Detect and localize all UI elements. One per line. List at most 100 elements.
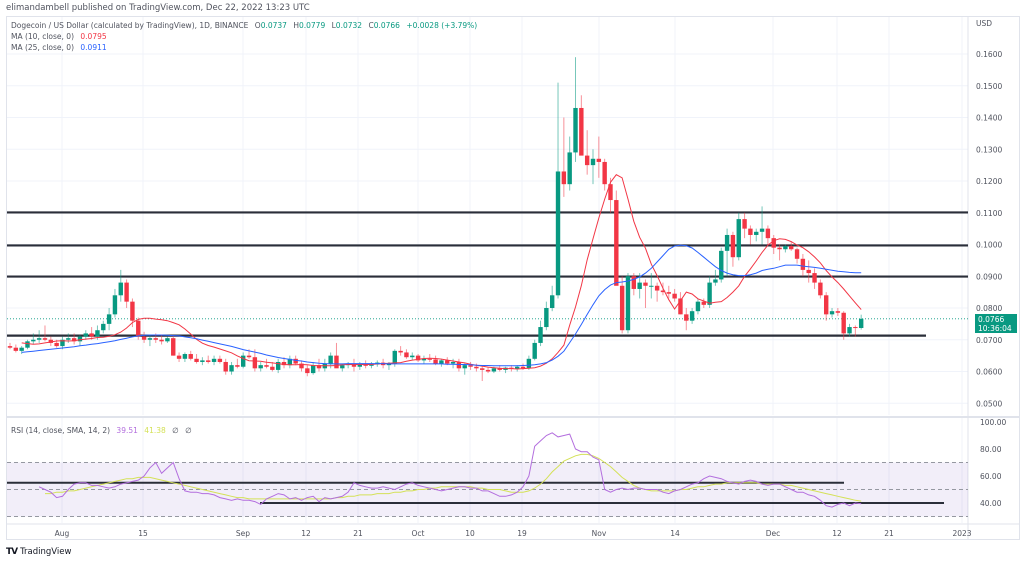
candle <box>106 314 112 324</box>
time-axis-tick: Oct <box>412 529 425 538</box>
candle <box>316 365 322 369</box>
candle <box>328 355 333 364</box>
candle <box>701 301 706 305</box>
time-axis-tick: Nov <box>592 529 607 538</box>
candle <box>182 354 188 359</box>
candle <box>83 333 88 337</box>
rsi-axis-tick: 80.00 <box>980 445 1002 454</box>
candle <box>275 361 281 370</box>
rsi-line <box>38 432 862 508</box>
candle <box>538 327 543 343</box>
rsi-axis[interactable]: 40.00 60.00 80.00 100.00 <box>980 418 1006 508</box>
time-axis-tick: 15 <box>138 529 148 538</box>
support-resistance-lines[interactable] <box>7 211 968 504</box>
moving-average-lines <box>21 174 862 370</box>
candle <box>707 282 712 305</box>
ma25-legend[interactable]: MA (25, close, 0) 0.0911 <box>11 43 107 52</box>
candle <box>264 365 269 367</box>
price-axis-tick: 0.1400 <box>976 114 1002 123</box>
time-axis[interactable]: Aug 15 Sep 12 21 Oct 10 19 Nov 14 Dec 12 21 2023 <box>55 529 972 538</box>
candle <box>619 285 625 331</box>
candle <box>351 363 357 367</box>
candle <box>159 339 164 342</box>
rsi-ma-value: 41.38 <box>144 426 166 435</box>
publisher-line: elimandambell published on TradingView.c… <box>6 3 310 13</box>
price-axis[interactable]: USD 0.0500 0.0600 0.0700 0.0800 0.0900 0.1000 0… <box>976 19 1002 408</box>
candle <box>421 358 427 361</box>
candle <box>520 366 526 369</box>
time-axis-tick: 19 <box>517 529 527 538</box>
price-axis-tick: 0.1100 <box>976 209 1002 218</box>
candle <box>54 342 59 347</box>
candle <box>573 107 578 153</box>
candle <box>515 366 520 369</box>
candle <box>13 347 19 351</box>
candle <box>532 342 537 359</box>
symbol-legend: Dogecoin / US Dollar (calculated by Trad… <box>11 21 477 30</box>
candle <box>462 365 467 369</box>
candle <box>66 338 71 340</box>
tradingview-logo-icon: TV <box>6 547 18 557</box>
price-axis-tick: 0.0900 <box>976 272 1002 281</box>
ma10-legend[interactable]: MA (10, close, 0) 0.0795 <box>11 32 107 41</box>
time-axis-tick: 14 <box>670 529 680 538</box>
candle <box>7 346 13 348</box>
candle <box>36 338 42 340</box>
price-axis-tick: 0.0700 <box>976 336 1002 345</box>
candle <box>800 258 806 270</box>
candle <box>818 282 823 296</box>
candle <box>439 360 444 364</box>
candle <box>631 276 637 289</box>
candle <box>124 282 129 302</box>
candle <box>101 323 106 331</box>
candle <box>415 355 421 361</box>
candle <box>719 250 724 280</box>
candle <box>596 158 602 162</box>
rsi-extra-2: ∅ <box>185 426 192 435</box>
bar-countdown: 10:36:04 <box>978 324 1012 333</box>
candle <box>637 282 642 289</box>
candle <box>544 308 549 328</box>
rsi-ma-line <box>45 453 862 502</box>
candle <box>485 369 491 372</box>
candle <box>561 171 567 185</box>
candle <box>748 228 753 235</box>
candle <box>31 339 36 342</box>
candle <box>853 327 858 329</box>
symbol-title[interactable]: Dogecoin / US Dollar (calculated by Trad… <box>11 21 249 30</box>
candle <box>730 234 736 258</box>
candle <box>474 366 479 369</box>
candle <box>649 285 654 287</box>
candle <box>783 246 788 250</box>
candle <box>310 365 316 374</box>
candle <box>427 358 432 360</box>
candle <box>643 282 648 286</box>
ohlc-open: O0.0737 <box>254 21 287 30</box>
candle <box>666 292 671 294</box>
candle <box>579 107 584 156</box>
time-axis-tick: 10 <box>465 529 475 538</box>
ohlc-change: +0.0028 (+3.79%) <box>406 21 478 30</box>
candle <box>713 279 718 283</box>
rsi-legend[interactable]: RSI (14, close, SMA, 14, 2) 39.51 41.38 … <box>11 426 192 435</box>
candle <box>77 336 83 342</box>
candle <box>217 358 223 362</box>
ma10-line <box>21 174 862 370</box>
tradingview-logo[interactable]: TV TradingView <box>6 547 71 557</box>
candle <box>567 152 572 185</box>
candle <box>433 359 438 364</box>
candle <box>299 363 304 369</box>
candle <box>689 311 695 321</box>
candle <box>404 352 409 358</box>
candle <box>625 276 631 331</box>
chart-frame <box>6 16 1020 540</box>
time-axis-tick: 21 <box>353 529 363 538</box>
candle <box>200 360 205 362</box>
candle <box>824 295 829 315</box>
candle <box>153 338 158 340</box>
ma10-value: 0.0795 <box>80 32 107 41</box>
time-axis-tick: 12 <box>301 529 311 538</box>
candle <box>71 338 77 342</box>
candle <box>678 298 683 315</box>
